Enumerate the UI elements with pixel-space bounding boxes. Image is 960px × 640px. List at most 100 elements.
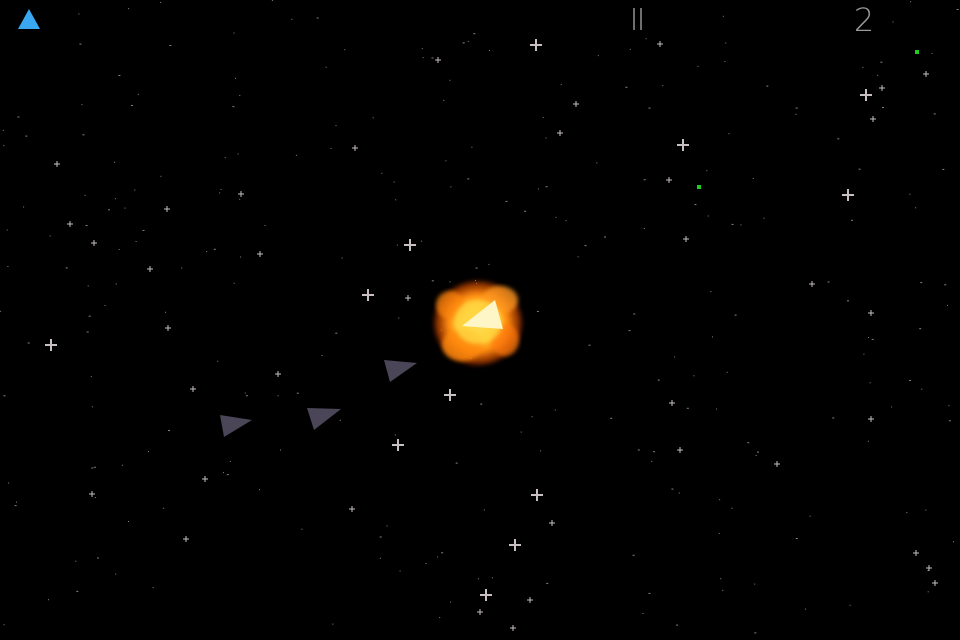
star [604, 236, 606, 238]
star [923, 71, 929, 77]
star [224, 157, 226, 159]
star [160, 1, 162, 3]
star [754, 583, 756, 585]
star [148, 451, 149, 453]
star [724, 61, 726, 63]
star [165, 325, 171, 331]
star [160, 175, 162, 177]
star [483, 509, 485, 511]
star [676, 624, 679, 626]
star [118, 249, 120, 250]
star [398, 317, 400, 319]
star [445, 160, 447, 162]
star [450, 601, 452, 603]
star [386, 525, 388, 527]
star [879, 85, 885, 91]
star [747, 442, 750, 444]
star [335, 332, 338, 334]
pause-button[interactable] [629, 6, 651, 32]
star [164, 206, 170, 212]
star [85, 225, 88, 226]
star [728, 133, 730, 135]
star [232, 106, 235, 108]
star [953, 541, 954, 543]
star [134, 189, 136, 191]
star [921, 388, 923, 390]
star [435, 57, 441, 63]
star [956, 9, 959, 10]
star [509, 539, 521, 551]
star [645, 38, 647, 40]
star [625, 86, 628, 88]
star [909, 380, 911, 381]
star [84, 194, 86, 196]
star [275, 371, 281, 377]
star [809, 515, 811, 517]
star [557, 130, 563, 136]
star [128, 521, 129, 522]
enemy-ship [384, 360, 417, 382]
star [686, 407, 689, 409]
star [549, 520, 555, 526]
star [462, 42, 465, 44]
star [27, 342, 30, 344]
star [910, 1, 912, 3]
star [379, 536, 382, 538]
star [505, 200, 508, 202]
star [78, 13, 80, 15]
star [115, 573, 117, 575]
star [536, 310, 539, 312]
star [919, 328, 922, 330]
star [637, 449, 640, 451]
star [220, 188, 222, 190]
star [404, 239, 416, 251]
star [91, 406, 93, 408]
star [441, 552, 444, 554]
star [362, 289, 374, 301]
star [510, 625, 516, 631]
star [48, 599, 49, 601]
star [546, 582, 549, 584]
star [671, 488, 674, 490]
star [674, 356, 676, 358]
star [121, 464, 123, 466]
star [352, 145, 358, 151]
star [431, 280, 434, 282]
star [81, 104, 83, 106]
star [235, 77, 236, 79]
star [677, 447, 683, 453]
star [947, 304, 948, 306]
star [877, 74, 879, 76]
star [97, 557, 99, 559]
star [202, 476, 208, 482]
star [643, 179, 646, 181]
star [633, 313, 636, 315]
star [114, 198, 116, 200]
star [245, 395, 248, 397]
star [181, 267, 183, 269]
star [868, 337, 869, 338]
star [316, 17, 319, 19]
star [115, 283, 117, 285]
star [827, 281, 830, 283]
star [632, 554, 635, 556]
star [91, 467, 94, 469]
star [165, 311, 166, 313]
star [863, 353, 865, 355]
star [925, 509, 927, 511]
star [54, 161, 60, 167]
star [480, 589, 492, 601]
star [944, 284, 947, 286]
star [217, 360, 219, 362]
star [335, 125, 337, 127]
star [545, 137, 547, 139]
star [720, 578, 722, 580]
star [135, 241, 137, 242]
star [395, 199, 397, 201]
star [124, 207, 126, 209]
star [2, 129, 4, 131]
star [291, 18, 293, 20]
star [577, 256, 579, 258]
